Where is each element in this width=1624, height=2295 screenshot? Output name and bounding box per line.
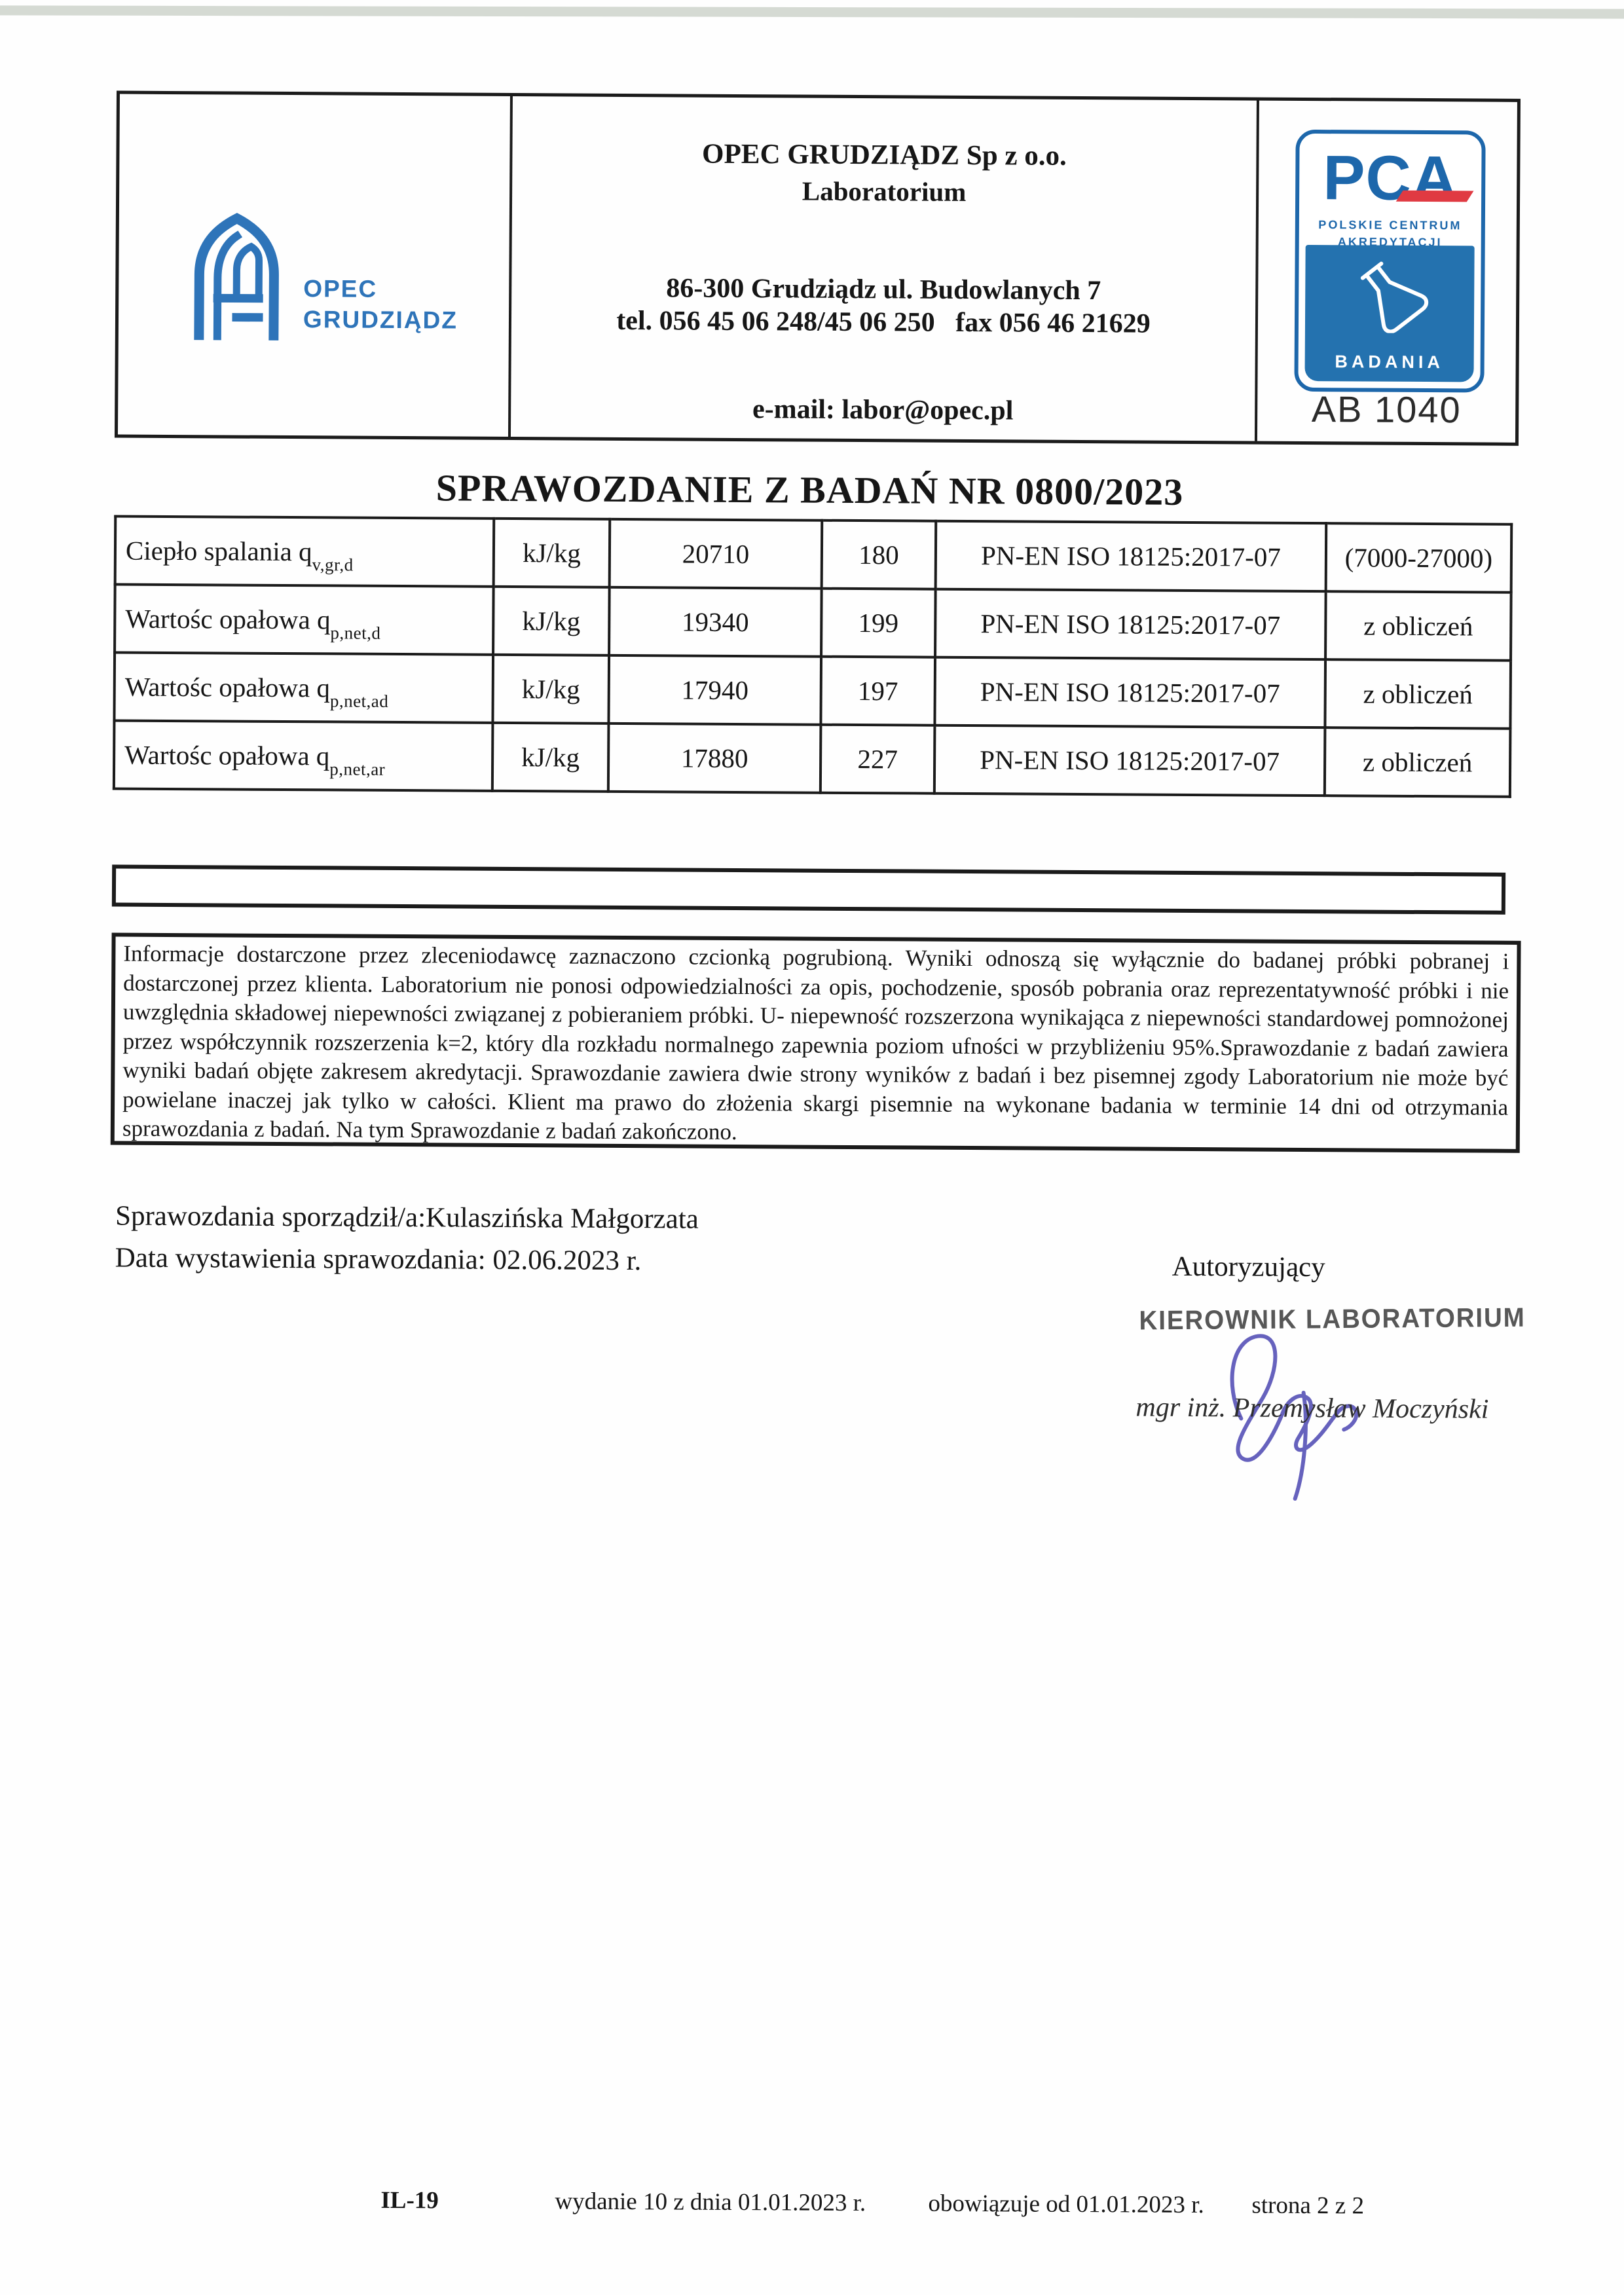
pca-org-line1: POLSKIE CENTRUM <box>1318 218 1462 232</box>
pca-acronym-text: PCA <box>1323 143 1458 214</box>
header-company-cell: OPEC GRUDZIĄDZ Sp z o.o. Laboratorium 86… <box>510 96 1259 441</box>
pca-red-stroke <box>1395 190 1474 202</box>
unit-cell: kJ/kg <box>492 722 609 792</box>
param-label: Wartośc opałowa q <box>124 739 330 771</box>
opec-logo-wordmark: OPEC GRUDZIĄDZ <box>303 273 458 335</box>
unit-cell: kJ/kg <box>493 518 610 587</box>
pca-wordmark: PCA <box>1299 143 1482 213</box>
table-row: Wartośc opałowa qp,net,ad kJ/kg 17940 19… <box>114 652 1511 729</box>
param-subscript: p,net,ad <box>329 691 389 712</box>
param-label: Wartośc opałowa q <box>124 671 331 703</box>
company-dept: Laboratorium <box>802 175 967 207</box>
param-subscript: p,net,d <box>330 623 381 644</box>
pca-scope-label: BADANIA <box>1335 352 1444 373</box>
company-email: e-mail: labor@opec.pl <box>752 394 1014 426</box>
method-cell: PN-EN ISO 18125:2017-07 <box>934 725 1325 796</box>
opec-arch-logo-icon <box>194 213 279 340</box>
uncertainty-cell: 199 <box>821 588 936 657</box>
param-cell: Ciepło spalania qv,gr,d <box>115 516 494 587</box>
table-row: Ciepło spalania qv,gr,d kJ/kg 20710 180 … <box>115 516 1512 593</box>
method-cell: PN-EN ISO 18125:2017-07 <box>934 657 1326 728</box>
value-cell: 17940 <box>608 655 822 725</box>
prepared-by-line: Sprawozdania sporządził/a:Kulaszińska Ma… <box>115 1200 699 1235</box>
remark-cell: z obliczeń <box>1324 727 1511 797</box>
issue-date-line: Data wystawienia sprawozdania: 02.06.202… <box>115 1242 642 1277</box>
company-phone-fax: tel. 056 45 06 248/45 06 250 fax 056 46 … <box>616 305 1151 339</box>
footer-edition: wydanie 10 z dnia 01.01.2023 r. <box>555 2188 866 2217</box>
unit-cell: kJ/kg <box>492 654 610 724</box>
footer-doc-code: IL-19 <box>380 2186 439 2214</box>
blank-field-box <box>111 864 1506 915</box>
header-accreditation-cell: PCA POLSKIE CENTRUM AKREDYTACJI <box>1257 101 1517 443</box>
signature-ink <box>1230 1334 1359 1501</box>
results-table: Ciepło spalania qv,gr,d kJ/kg 20710 180 … <box>113 515 1513 798</box>
param-subscript: v,gr,d <box>312 555 354 575</box>
authorizing-label: Autoryzujący <box>1172 1251 1325 1283</box>
company-name: OPEC GRUDZIĄDZ Sp z o.o. <box>701 138 1067 172</box>
param-subscript: p,net,ar <box>329 759 386 780</box>
pca-blue-panel: BADANIA <box>1304 244 1475 382</box>
table-row: Wartośc opałowa qp,net,ar kJ/kg 17880 22… <box>113 720 1511 797</box>
unit-cell: kJ/kg <box>493 586 610 655</box>
param-label: Wartośc opałowa q <box>125 603 331 635</box>
report-header: OPEC GRUDZIĄDZ OPEC GRUDZIĄDZ Sp z o.o. L… <box>114 90 1521 446</box>
footer-valid-from: obowiązuje od 01.01.2023 r. <box>928 2190 1204 2219</box>
param-cell: Wartośc opałowa qp,net,d <box>115 584 494 655</box>
method-cell: PN-EN ISO 18125:2017-07 <box>935 521 1327 592</box>
param-cell: Wartośc opałowa qp,net,ad <box>114 652 494 723</box>
report-title: SPRAWOZDANIE Z BADAŃ NR 0800/2023 <box>435 466 1184 513</box>
remark-cell: z obliczeń <box>1325 591 1511 661</box>
opec-logo-org: OPEC <box>303 275 378 303</box>
param-label: Ciepło spalania q <box>125 535 312 567</box>
param-cell: Wartośc opałowa qp,net,ar <box>113 720 493 791</box>
value-cell: 19340 <box>609 587 822 657</box>
method-cell: PN-EN ISO 18125:2017-07 <box>935 589 1326 660</box>
accreditation-number: AB 1040 <box>1311 388 1462 431</box>
uncertainty-cell: 197 <box>821 656 936 725</box>
pca-accreditation-badge: PCA POLSKIE CENTRUM AKREDYTACJI <box>1294 129 1486 393</box>
uncertainty-cell: 227 <box>820 724 935 794</box>
stamp-name: mgr inż. Przemysław Moczyński <box>1135 1392 1489 1425</box>
uncertainty-cell: 180 <box>821 520 936 589</box>
value-cell: 17880 <box>608 723 821 793</box>
company-address: 86-300 Grudziądz ul. Budowlanych 7 <box>666 273 1101 306</box>
header-logo-cell: OPEC GRUDZIĄDZ <box>117 94 513 437</box>
table-row: Wartośc opałowa qp,net,d kJ/kg 19340 199… <box>115 584 1511 661</box>
flask-icon <box>1360 261 1429 334</box>
remark-cell: (7000-27000) <box>1325 523 1512 593</box>
remark-cell: z obliczeń <box>1325 659 1511 729</box>
footer-page-info: strona 2 z 2 <box>1251 2192 1365 2220</box>
opec-logo-city: GRUDZIĄDZ <box>303 306 458 334</box>
value-cell: 20710 <box>609 519 822 589</box>
disclaimer-box: Informacje dostarczone przez zleceniodaw… <box>110 932 1521 1153</box>
